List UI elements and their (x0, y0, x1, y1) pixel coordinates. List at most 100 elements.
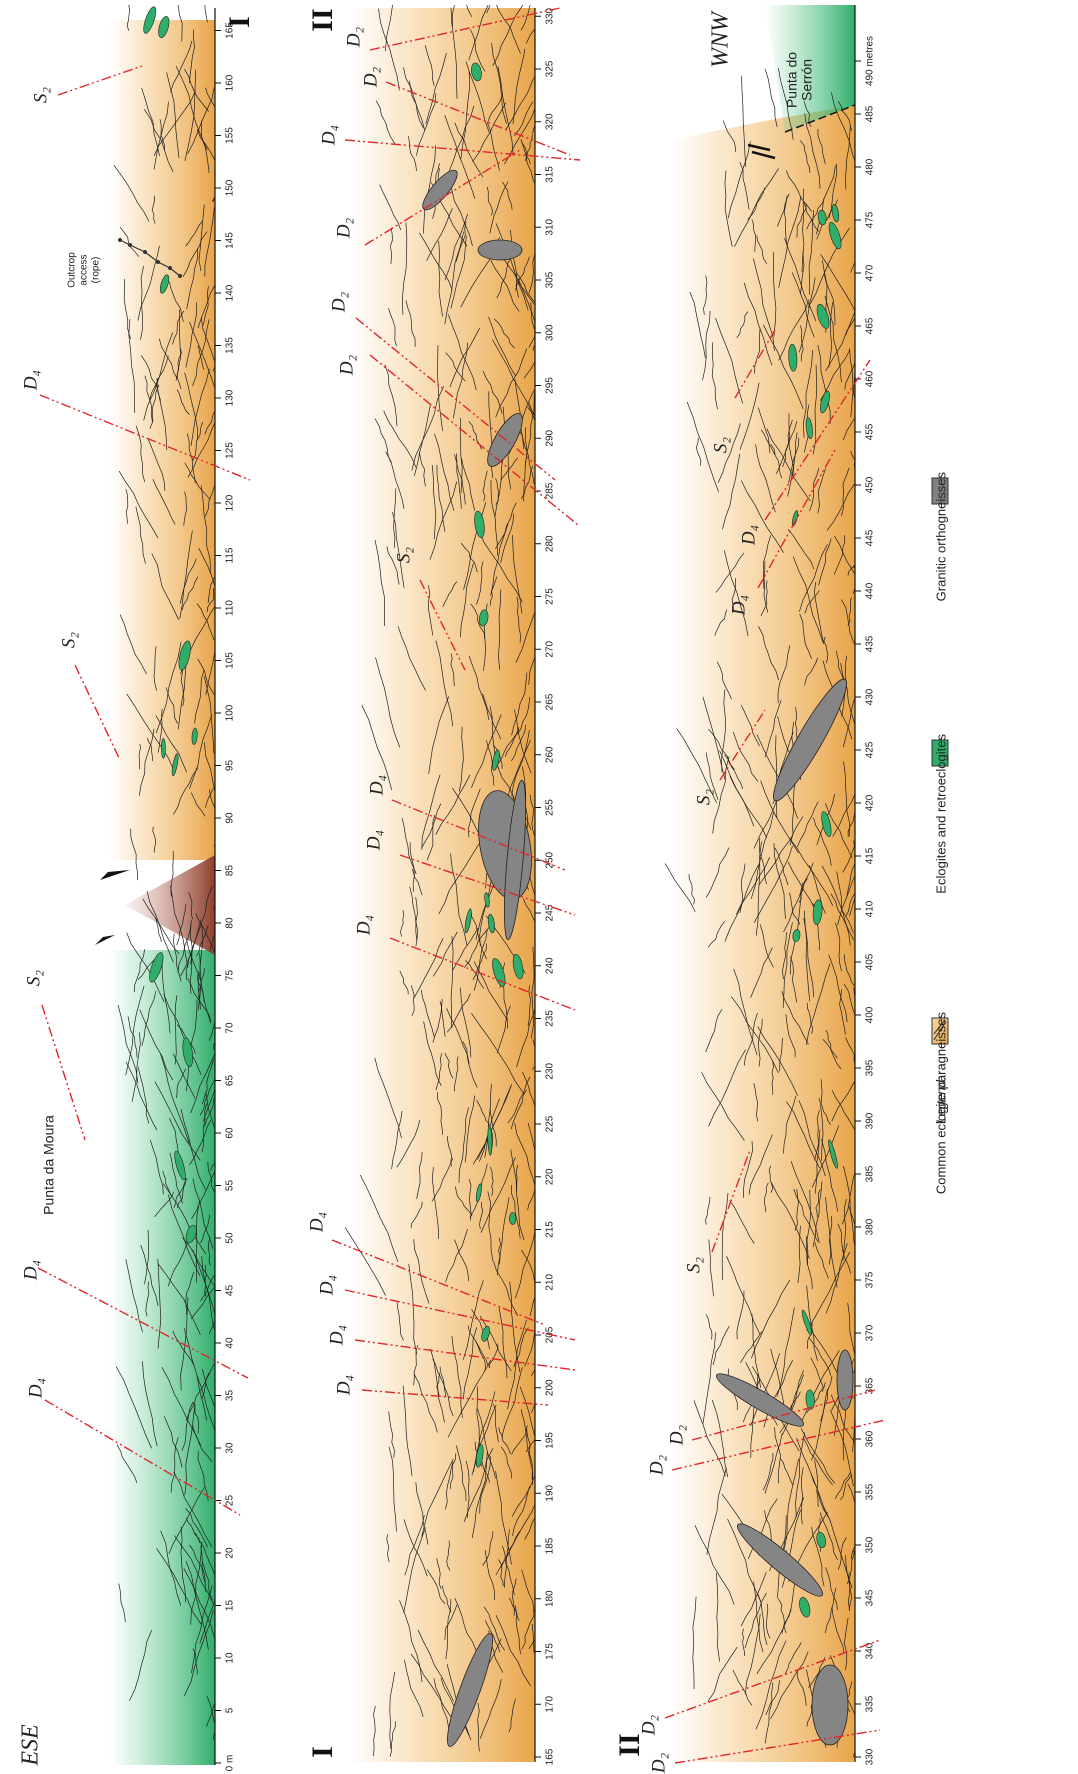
tick-label: 40 (225, 1337, 236, 1349)
foliation-line (536, 753, 540, 802)
tick-label: 120 (225, 494, 236, 511)
tick-label: 390 (865, 1112, 876, 1129)
structure-label: D₄ (318, 125, 339, 146)
orthogneiss-body (110, 950, 215, 1765)
structure-label: D₂ (336, 354, 357, 376)
rope-anchor (128, 243, 132, 247)
tick-label: 0 m (225, 1755, 236, 1772)
structure-label: D₂ (343, 26, 364, 48)
structure-label: D₄ (728, 595, 749, 616)
tick-label: 110 (225, 600, 236, 616)
tick-label: 60 (225, 1127, 236, 1139)
foliation-line (539, 1437, 541, 1471)
foliation-line (539, 1595, 554, 1686)
tick-label: 50 (225, 1232, 236, 1244)
tick-label: 310 (545, 218, 556, 235)
tick-label: 130 (225, 389, 236, 406)
tick-label: 400 (865, 1006, 876, 1023)
tick-label: 395 (865, 1059, 876, 1076)
tick-label: 195 (545, 1432, 556, 1449)
foliation-line (222, 218, 229, 287)
granitic-body (812, 1665, 848, 1745)
tick-label: 445 (865, 529, 876, 546)
tick-label: 295 (545, 377, 556, 394)
section-marker: I (223, 16, 256, 28)
tick-label: 465 (865, 317, 876, 334)
tick-label: 425 (865, 741, 876, 758)
tick-label: 470 (865, 264, 876, 281)
structure-label: D₄ (366, 775, 387, 796)
tick-label: 335 (865, 1695, 876, 1712)
structure-label: S₂ (683, 1257, 704, 1274)
granitic-body (837, 1350, 853, 1410)
tick-label: 290 (545, 429, 556, 446)
place-label: Outcrop (67, 252, 78, 288)
tick-label: 95 (225, 760, 236, 772)
tick-label: 220 (545, 1168, 556, 1185)
foliation-line (215, 1203, 221, 1230)
tick-label: 175 (545, 1643, 556, 1660)
tick-label: 320 (545, 113, 556, 130)
structure-label: D₂ (328, 291, 349, 313)
tick-label: 485 (865, 105, 876, 122)
tick-label: 210 (545, 1273, 556, 1290)
tick-label: 150 (225, 179, 236, 196)
tick-label: 410 (865, 900, 876, 917)
foliation-line (864, 657, 867, 684)
tick-label: 325 (545, 60, 556, 77)
structure-label: S₂ (23, 970, 44, 987)
tick-label: 170 (545, 1695, 556, 1712)
tick-label: 405 (865, 953, 876, 970)
tick-label: 185 (545, 1537, 556, 1554)
tick-label: 230 (545, 1062, 556, 1079)
structure-label: D₄ (353, 915, 374, 936)
foliation-line (219, 418, 223, 445)
legend-item: Common eclogite paragneisses (933, 1012, 948, 1195)
tick-label: 15 (225, 1600, 236, 1612)
place-label: Serrón (799, 59, 815, 101)
tick-label: 430 (865, 688, 876, 705)
foliation-line (857, 635, 859, 722)
foliation-line (220, 1719, 223, 1748)
tick-label: 125 (225, 442, 236, 459)
tick-label: 370 (865, 1324, 876, 1341)
foliation-line (860, 1052, 865, 1111)
cross-section-figure: 0 m5101520253035404550556065707580859095… (0, 0, 1078, 1774)
tick-label: 145 (225, 232, 236, 249)
foliation-line (217, 224, 222, 270)
tick-label: 330 (865, 1748, 876, 1765)
foliation-line (218, 941, 247, 999)
rope-anchor (118, 238, 122, 242)
foliation-line (215, 884, 261, 966)
structure-label: D₄ (333, 1375, 354, 1396)
structure-label: D₂ (333, 217, 354, 239)
foliation-line (223, 1534, 244, 1592)
section-marker: II (613, 1733, 646, 1756)
structure-label: D₂ (360, 66, 381, 88)
structure-label: D₄ (316, 1275, 337, 1296)
structure-label: S₂ (30, 87, 51, 104)
structure-label: S₂ (393, 547, 414, 564)
rope-anchor (178, 274, 182, 278)
tick-label: 75 (225, 970, 236, 982)
place-label: Punta do (784, 52, 800, 108)
foliation-line (538, 477, 541, 567)
structure-label: S₂ (58, 632, 79, 649)
tick-label: 305 (545, 271, 556, 288)
structure-label: D₂ (648, 1752, 669, 1774)
structure-label: D₂ (638, 1714, 659, 1736)
tick-label: 190 (545, 1484, 556, 1501)
foliation-line (537, 1559, 556, 1587)
tick-label: 275 (545, 588, 556, 605)
foliation-line (223, 1350, 235, 1414)
tick-label: 260 (545, 746, 556, 763)
tick-label: 80 (225, 917, 236, 929)
foliation-line (857, 452, 863, 511)
tick-label: 415 (865, 847, 876, 864)
tick-label: 460 (865, 370, 876, 387)
structure-label: D₂ (666, 1424, 687, 1446)
structure-label: D₄ (738, 525, 759, 546)
foliation-line (858, 227, 863, 297)
structure-label: D₄ (363, 830, 384, 851)
rope-anchor (156, 260, 160, 264)
